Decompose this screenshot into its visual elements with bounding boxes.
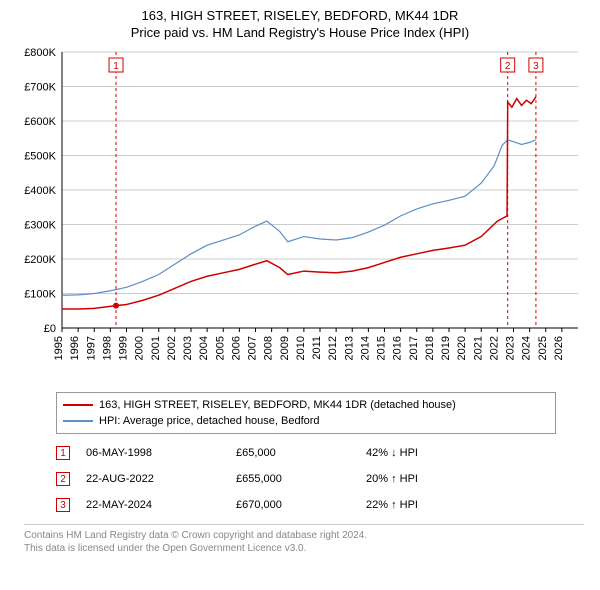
chart-container: 163, HIGH STREET, RISELEY, BEDFORD, MK44… xyxy=(0,0,600,590)
svg-text:2022: 2022 xyxy=(488,336,500,360)
svg-text:2001: 2001 xyxy=(150,336,162,360)
svg-text:£400K: £400K xyxy=(24,185,56,197)
svg-text:2018: 2018 xyxy=(424,336,436,360)
transaction-price: £65,000 xyxy=(236,447,366,459)
transaction-price: £670,000 xyxy=(236,499,366,511)
svg-text:1999: 1999 xyxy=(118,336,130,360)
transaction-row: 1 06-MAY-1998£65,00042% ↓ HPI xyxy=(56,440,556,466)
title-block: 163, HIGH STREET, RISELEY, BEDFORD, MK44… xyxy=(12,8,588,40)
svg-text:1995: 1995 xyxy=(53,336,65,360)
footer-line2: This data is licensed under the Open Gov… xyxy=(24,542,584,555)
svg-text:2019: 2019 xyxy=(440,336,452,360)
transaction-pct: 22% ↑ HPI xyxy=(366,499,486,511)
svg-text:2012: 2012 xyxy=(327,336,339,360)
transaction-date: 22-AUG-2022 xyxy=(86,473,236,485)
svg-text:£700K: £700K xyxy=(24,82,56,94)
legend-swatch xyxy=(63,404,93,406)
transaction-row: 3 22-MAY-2024£670,00022% ↑ HPI xyxy=(56,492,556,518)
svg-text:2023: 2023 xyxy=(505,336,517,360)
footer-line1: Contains HM Land Registry data © Crown c… xyxy=(24,529,584,542)
transaction-row: 2 22-AUG-2022£655,00020% ↑ HPI xyxy=(56,466,556,492)
transaction-marker: 3 xyxy=(56,498,70,512)
svg-text:2010: 2010 xyxy=(295,336,307,360)
svg-text:2016: 2016 xyxy=(392,336,404,360)
chart-area: £0 £100K £200K £300K £400K £500K £600K £700K £80… xyxy=(12,46,588,386)
svg-text:£800K: £800K xyxy=(24,47,56,59)
svg-text:1: 1 xyxy=(113,61,119,72)
svg-text:2: 2 xyxy=(505,61,511,72)
transactions-table: 1 06-MAY-1998£65,00042% ↓ HPI 2 22-AUG-2022… xyxy=(56,440,556,518)
title-subtitle: Price paid vs. HM Land Registry's House … xyxy=(12,25,588,40)
legend-swatch xyxy=(63,420,93,422)
svg-text:2015: 2015 xyxy=(376,336,388,360)
svg-text:2005: 2005 xyxy=(214,336,226,360)
svg-text:2008: 2008 xyxy=(263,336,275,360)
svg-text:2011: 2011 xyxy=(311,336,323,360)
svg-text:2013: 2013 xyxy=(343,336,355,360)
svg-text:£500K: £500K xyxy=(24,151,56,163)
footer-attribution: Contains HM Land Registry data © Crown c… xyxy=(24,524,584,555)
svg-text:2014: 2014 xyxy=(359,336,371,360)
legend-label: HPI: Average price, detached house, Bedf… xyxy=(99,415,320,427)
svg-text:2006: 2006 xyxy=(230,336,242,360)
svg-text:2004: 2004 xyxy=(198,336,210,360)
svg-text:1998: 1998 xyxy=(101,336,113,360)
svg-text:2026: 2026 xyxy=(553,336,565,360)
svg-text:2020: 2020 xyxy=(456,336,468,360)
transaction-marker: 1 xyxy=(56,446,70,460)
svg-text:£100K: £100K xyxy=(24,289,56,301)
svg-text:2009: 2009 xyxy=(279,336,291,360)
transaction-price: £655,000 xyxy=(236,473,366,485)
svg-text:2003: 2003 xyxy=(182,336,194,360)
svg-text:£0: £0 xyxy=(44,323,56,335)
legend-item: HPI: Average price, detached house, Bedf… xyxy=(63,413,549,429)
svg-text:1996: 1996 xyxy=(69,336,81,360)
svg-text:2017: 2017 xyxy=(408,336,420,360)
svg-text:2002: 2002 xyxy=(166,336,178,360)
legend-item: 163, HIGH STREET, RISELEY, BEDFORD, MK44… xyxy=(63,397,549,413)
svg-text:£300K: £300K xyxy=(24,220,56,232)
svg-text:2021: 2021 xyxy=(472,336,484,360)
legend-label: 163, HIGH STREET, RISELEY, BEDFORD, MK44… xyxy=(99,399,456,411)
svg-text:£200K: £200K xyxy=(24,254,56,266)
transaction-pct: 42% ↓ HPI xyxy=(366,447,486,459)
line-chart: £0 £100K £200K £300K £400K £500K £600K £700K £80… xyxy=(12,46,588,386)
svg-text:2000: 2000 xyxy=(134,336,146,360)
svg-text:2024: 2024 xyxy=(521,336,533,360)
transaction-date: 22-MAY-2024 xyxy=(86,499,236,511)
svg-text:2007: 2007 xyxy=(247,336,259,360)
transaction-pct: 20% ↑ HPI xyxy=(366,473,486,485)
svg-text:2025: 2025 xyxy=(537,336,549,360)
svg-text:3: 3 xyxy=(533,61,539,72)
svg-text:£600K: £600K xyxy=(24,116,56,128)
title-address: 163, HIGH STREET, RISELEY, BEDFORD, MK44… xyxy=(12,8,588,23)
legend: 163, HIGH STREET, RISELEY, BEDFORD, MK44… xyxy=(56,392,556,434)
svg-text:1997: 1997 xyxy=(85,336,97,360)
transaction-marker: 2 xyxy=(56,472,70,486)
transaction-date: 06-MAY-1998 xyxy=(86,447,236,459)
